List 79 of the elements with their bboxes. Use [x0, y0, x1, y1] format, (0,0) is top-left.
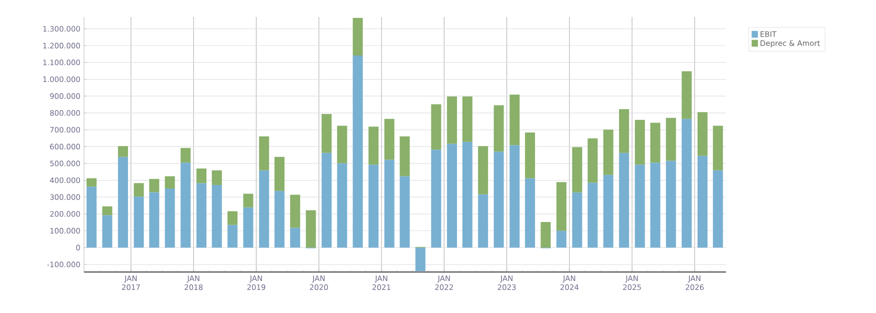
- bar: [650, 162, 660, 248]
- bar: [337, 163, 348, 248]
- bar: [682, 118, 692, 248]
- bar: [118, 156, 128, 248]
- bar: [337, 126, 348, 164]
- bar: [494, 152, 504, 248]
- bar: [540, 222, 551, 248]
- bar: [494, 105, 504, 152]
- bar: [446, 144, 457, 248]
- bar: [462, 96, 472, 142]
- bar: [86, 186, 97, 248]
- bar: [274, 190, 284, 248]
- bar: [368, 164, 379, 248]
- bar: [682, 71, 692, 119]
- bar: [227, 211, 238, 225]
- bar: [712, 170, 723, 248]
- bar: [384, 160, 394, 248]
- bar: [259, 136, 270, 170]
- bar: [149, 178, 160, 192]
- bar: [619, 109, 630, 153]
- bar: [525, 178, 536, 248]
- bar: [274, 156, 284, 191]
- bar: [588, 182, 598, 248]
- bar: [510, 94, 520, 146]
- bar: [368, 126, 379, 165]
- bar: [164, 176, 175, 189]
- bar: [102, 215, 112, 248]
- bar: [322, 114, 332, 153]
- bar: [322, 152, 332, 248]
- bar: [164, 188, 175, 248]
- bar: [352, 56, 363, 248]
- bar: [525, 132, 536, 178]
- bar: [352, 18, 363, 56]
- bar: [603, 130, 614, 175]
- bar: [102, 206, 112, 216]
- bar: [227, 224, 238, 248]
- bar: [134, 183, 144, 197]
- bar: [698, 112, 708, 156]
- bar: [118, 146, 128, 157]
- bar: [712, 126, 723, 170]
- bar: [572, 192, 582, 248]
- bar: [306, 210, 316, 248]
- bar: [149, 192, 160, 248]
- bar: [431, 150, 442, 248]
- bar: [698, 156, 708, 248]
- bar: [196, 183, 206, 248]
- bar: [400, 176, 410, 248]
- bar: [196, 168, 206, 184]
- bar: [478, 194, 488, 248]
- bar: [415, 248, 426, 272]
- bar: [212, 184, 222, 248]
- bar: [212, 170, 222, 185]
- bar: [290, 228, 300, 248]
- bar: [603, 174, 614, 248]
- bar: [510, 145, 520, 248]
- bar: [400, 136, 410, 176]
- bar: [666, 160, 676, 248]
- bar: [619, 152, 630, 248]
- bar: [180, 148, 191, 163]
- bar: [180, 162, 191, 248]
- bar: [86, 178, 97, 187]
- bar: [666, 118, 676, 161]
- bar: [462, 142, 472, 248]
- bar: [243, 207, 254, 248]
- bar: [556, 230, 566, 248]
- bar: [259, 170, 270, 248]
- bar: [634, 164, 645, 248]
- bar: [431, 104, 442, 150]
- bar: [588, 138, 598, 183]
- bar: [572, 147, 582, 192]
- bar: [634, 120, 645, 165]
- bar: [384, 118, 394, 160]
- bar: [650, 122, 660, 163]
- bar: [446, 96, 457, 144]
- bar: [243, 194, 254, 208]
- bar: [134, 196, 144, 248]
- bar: [478, 146, 488, 194]
- bar: [290, 194, 300, 228]
- bar: [556, 182, 566, 231]
